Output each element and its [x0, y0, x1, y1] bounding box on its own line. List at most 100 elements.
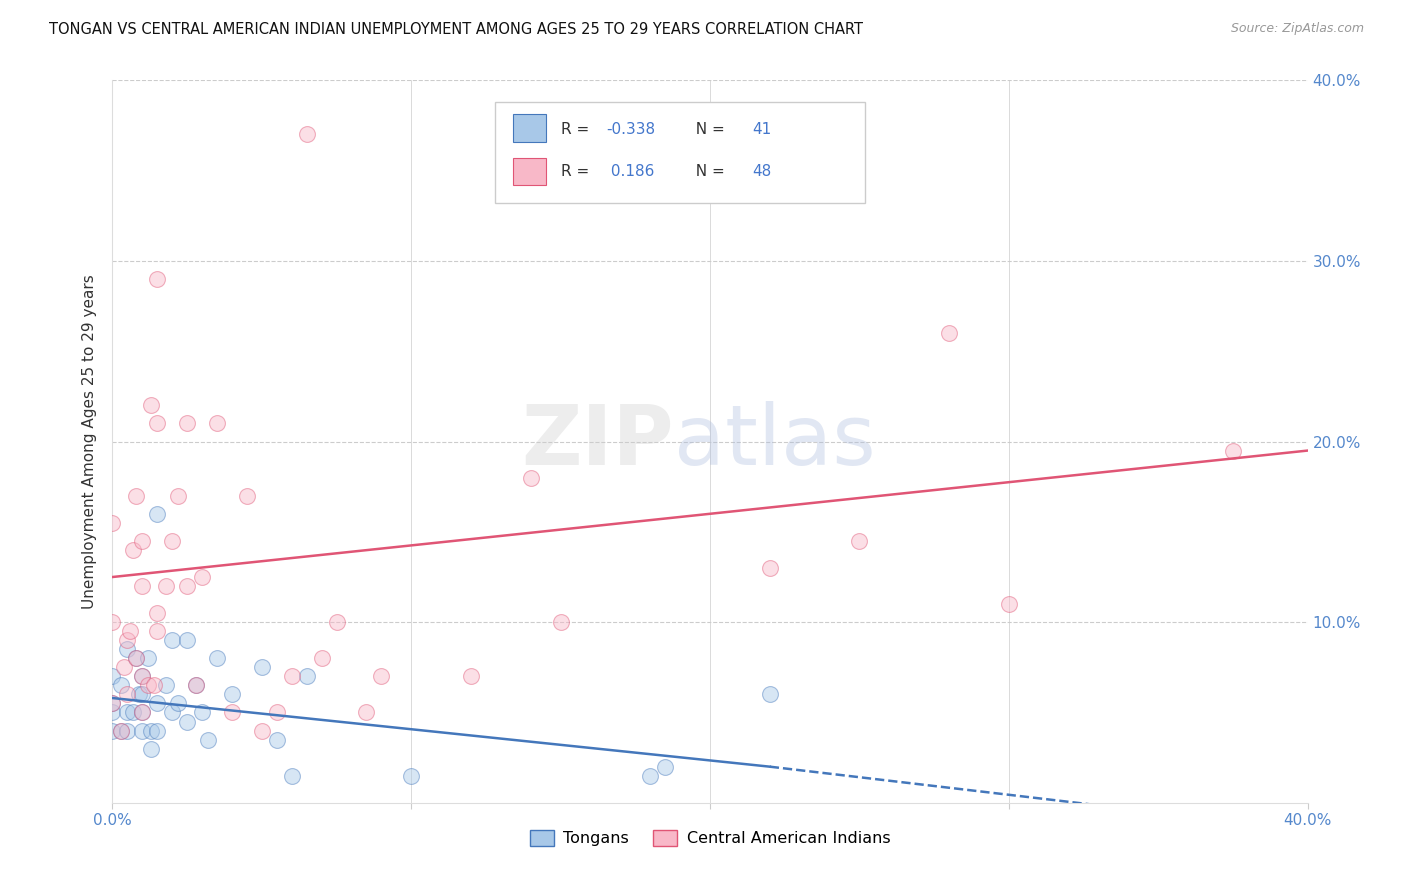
Point — [162, 706, 183, 720]
Point — [131, 533, 153, 548]
Point — [101, 697, 124, 711]
Text: 48: 48 — [752, 164, 770, 178]
Point — [356, 706, 378, 720]
Point — [101, 516, 124, 530]
Point — [176, 633, 198, 648]
Point — [205, 651, 228, 665]
Point — [122, 706, 145, 720]
Point — [117, 723, 139, 738]
Point — [146, 417, 169, 431]
Point — [143, 678, 166, 692]
Point — [125, 489, 148, 503]
Point — [128, 687, 150, 701]
Point — [155, 678, 177, 692]
Text: R =: R = — [561, 164, 593, 178]
Point — [131, 669, 153, 683]
Point — [122, 542, 145, 557]
Point — [295, 128, 318, 142]
Point — [311, 651, 333, 665]
Point — [125, 651, 148, 665]
Point — [131, 579, 153, 593]
Point — [125, 651, 148, 665]
Point — [146, 507, 169, 521]
Point — [759, 687, 782, 701]
Point — [131, 706, 153, 720]
Point — [176, 579, 198, 593]
Point — [281, 769, 304, 783]
Point — [155, 579, 177, 593]
Legend: Tongans, Central American Indians: Tongans, Central American Indians — [523, 823, 897, 853]
Point — [191, 706, 214, 720]
Point — [640, 769, 662, 783]
Point — [117, 687, 139, 701]
Text: Source: ZipAtlas.com: Source: ZipAtlas.com — [1230, 22, 1364, 36]
Point — [520, 471, 543, 485]
Text: atlas: atlas — [675, 401, 876, 482]
Point — [138, 678, 160, 692]
Point — [117, 706, 139, 720]
Text: TONGAN VS CENTRAL AMERICAN INDIAN UNEMPLOYMENT AMONG AGES 25 TO 29 YEARS CORRELA: TONGAN VS CENTRAL AMERICAN INDIAN UNEMPL… — [49, 22, 863, 37]
Point — [167, 697, 190, 711]
Text: ZIP: ZIP — [522, 401, 675, 482]
Point — [281, 669, 304, 683]
Point — [848, 533, 870, 548]
Point — [191, 570, 214, 584]
Point — [236, 489, 259, 503]
Point — [176, 714, 198, 729]
Text: 0.186: 0.186 — [606, 164, 654, 178]
Point — [146, 723, 169, 738]
Text: 41: 41 — [752, 122, 770, 136]
Point — [146, 272, 169, 286]
Text: -0.338: -0.338 — [606, 122, 655, 136]
Text: N =: N = — [686, 122, 730, 136]
Y-axis label: Unemployment Among Ages 25 to 29 years: Unemployment Among Ages 25 to 29 years — [82, 274, 97, 609]
Point — [250, 723, 273, 738]
Point — [221, 687, 243, 701]
Point — [110, 678, 132, 692]
Point — [146, 697, 169, 711]
Point — [998, 597, 1021, 611]
Point — [186, 678, 208, 692]
Point — [401, 769, 423, 783]
Point — [117, 642, 139, 657]
Point — [460, 669, 482, 683]
Point — [295, 669, 318, 683]
Point — [167, 489, 190, 503]
Point — [101, 669, 124, 683]
Point — [117, 633, 139, 648]
Point — [141, 723, 163, 738]
Point — [186, 678, 208, 692]
Point — [101, 697, 124, 711]
Point — [370, 669, 392, 683]
Text: N =: N = — [686, 164, 730, 178]
Point — [250, 660, 273, 674]
Point — [146, 606, 169, 620]
Point — [654, 760, 676, 774]
Point — [266, 732, 288, 747]
Point — [197, 732, 219, 747]
Point — [110, 723, 132, 738]
Point — [110, 723, 132, 738]
Point — [120, 624, 142, 639]
Point — [550, 615, 572, 630]
FancyBboxPatch shape — [513, 114, 547, 142]
FancyBboxPatch shape — [513, 158, 547, 185]
Point — [131, 687, 153, 701]
Point — [162, 533, 183, 548]
Text: R =: R = — [561, 122, 593, 136]
Point — [162, 633, 183, 648]
Point — [131, 669, 153, 683]
FancyBboxPatch shape — [495, 102, 866, 203]
Point — [1222, 443, 1244, 458]
Point — [101, 706, 124, 720]
Point — [101, 723, 124, 738]
Point — [131, 723, 153, 738]
Point — [146, 624, 169, 639]
Point — [938, 326, 960, 340]
Point — [205, 417, 228, 431]
Point — [759, 561, 782, 575]
Point — [221, 706, 243, 720]
Point — [141, 398, 163, 412]
Point — [325, 615, 347, 630]
Point — [101, 615, 124, 630]
